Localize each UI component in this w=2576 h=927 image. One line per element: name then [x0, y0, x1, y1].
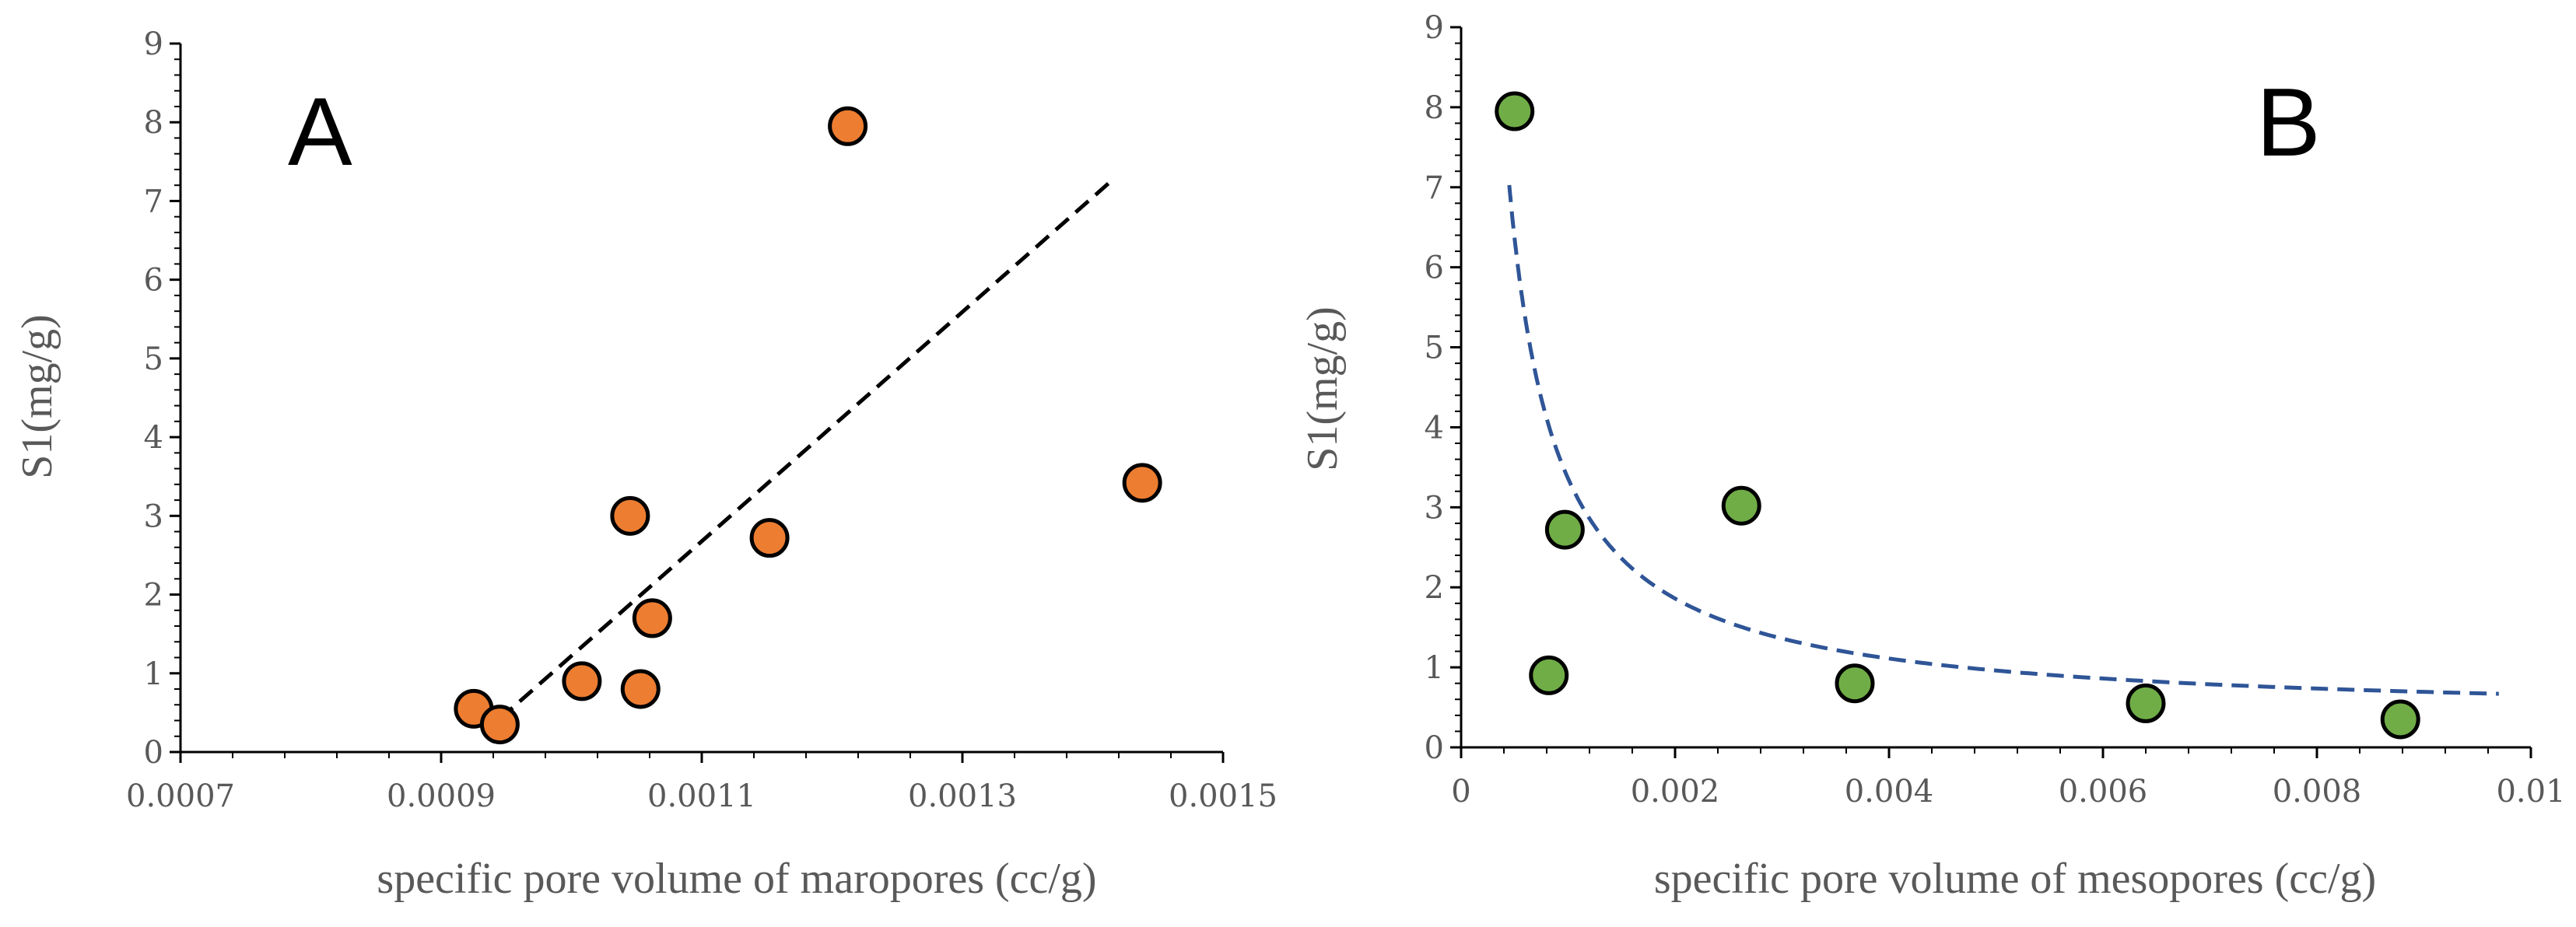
panel-b-axes [1450, 26, 2532, 758]
panel-a-tick-labels: 0 1 2 3 4 5 6 7 8 9 0.0007 0.0009 0.0011 0.0013 0.0015 [126, 26, 1277, 814]
b-data-point [2380, 699, 2420, 740]
panel-b-label: B [2256, 69, 2321, 177]
a-y-tick-label: 6 [144, 263, 163, 299]
panel-b-points [1495, 91, 2420, 740]
panel-b-tick-labels: 0 1 2 3 4 5 6 7 8 9 0 0.002 0.004 0.006 0.008 0.01 [1425, 10, 2566, 810]
b-y-tick-label: 7 [1425, 170, 1444, 206]
b-data-point [2126, 683, 2166, 723]
b-y-tick-label: 1 [1425, 650, 1444, 686]
a-y-tick-label: 2 [144, 578, 163, 614]
b-data-point [1544, 509, 1585, 550]
b-y-tick-label: 2 [1425, 570, 1444, 606]
b-y-tick-label: 8 [1425, 90, 1444, 126]
a-x-tick-label: 0.0009 [387, 778, 496, 814]
panel-a-points [454, 106, 1162, 745]
a-y-tick-label: 8 [144, 105, 163, 141]
a-data-point [610, 495, 650, 536]
a-y-tick-label: 3 [144, 498, 163, 534]
b-x-tick-label: 0.008 [2273, 774, 2362, 810]
b-y-tick-label: 5 [1425, 331, 1444, 366]
b-y-tick-label: 6 [1425, 250, 1444, 286]
panel-a-x-axis-title: specific pore volume of maropores (cc/g) [377, 855, 1096, 903]
a-x-tick-label: 0.0011 [647, 778, 756, 814]
b-y-tick-label: 9 [1425, 10, 1444, 46]
a-y-tick-label: 9 [144, 26, 163, 62]
b-data-point [1495, 91, 1535, 131]
a-x-tick-label: 0.0013 [908, 778, 1017, 814]
a-data-point [749, 518, 790, 558]
b-x-tick-label: 0.01 [2496, 774, 2565, 810]
b-x-tick-label: 0.002 [1631, 774, 1720, 810]
chart-panel-a: 0 1 2 3 4 5 6 7 8 9 0.0007 0.0009 0.0011 0.0013 0.0015… [13, 26, 1277, 903]
a-data-point [620, 669, 661, 709]
chart-panel-b: 0 1 2 3 4 5 6 7 8 9 0 0.002 0.004 0.006 0.008 0.01 B sp… [1299, 10, 2566, 903]
b-data-point [1529, 655, 1569, 695]
a-y-tick-label: 7 [144, 184, 163, 219]
a-data-point [562, 661, 602, 701]
a-data-point [632, 598, 672, 638]
a-x-tick-label: 0.0007 [126, 778, 235, 814]
a-y-tick-label: 5 [144, 341, 163, 377]
panel-b-trendline [1507, 184, 2499, 696]
b-x-tick-label: 0 [1451, 774, 1470, 810]
a-y-tick-label: 1 [144, 656, 163, 692]
b-data-point [1721, 485, 1761, 526]
a-data-point [479, 705, 520, 745]
b-trendline-path [1507, 184, 2499, 696]
a-x-tick-label: 0.0015 [1169, 778, 1277, 814]
panel-a-label: A [288, 79, 352, 186]
a-y-tick-label: 4 [144, 420, 163, 456]
b-data-point [1835, 663, 1875, 704]
b-y-tick-label: 3 [1425, 490, 1444, 526]
b-y-tick-label: 0 [1425, 730, 1444, 766]
panel-b-x-axis-title: specific pore volume of mesopores (cc/g) [1654, 855, 2376, 903]
a-y-tick-label: 0 [144, 735, 163, 771]
panel-a-y-axis-title: S1(mg/g) [13, 314, 61, 479]
panel-b-y-axis-title: S1(mg/g) [1299, 306, 1347, 471]
a-trendline-path [498, 177, 1115, 721]
b-x-tick-label: 0.004 [1845, 774, 1934, 810]
panel-a-trendline [498, 177, 1115, 721]
b-y-tick-label: 4 [1425, 410, 1444, 446]
a-data-point [1122, 463, 1162, 503]
panel-a-axes [170, 42, 1225, 763]
b-x-tick-label: 0.006 [2059, 774, 2148, 810]
a-data-point [828, 106, 868, 146]
